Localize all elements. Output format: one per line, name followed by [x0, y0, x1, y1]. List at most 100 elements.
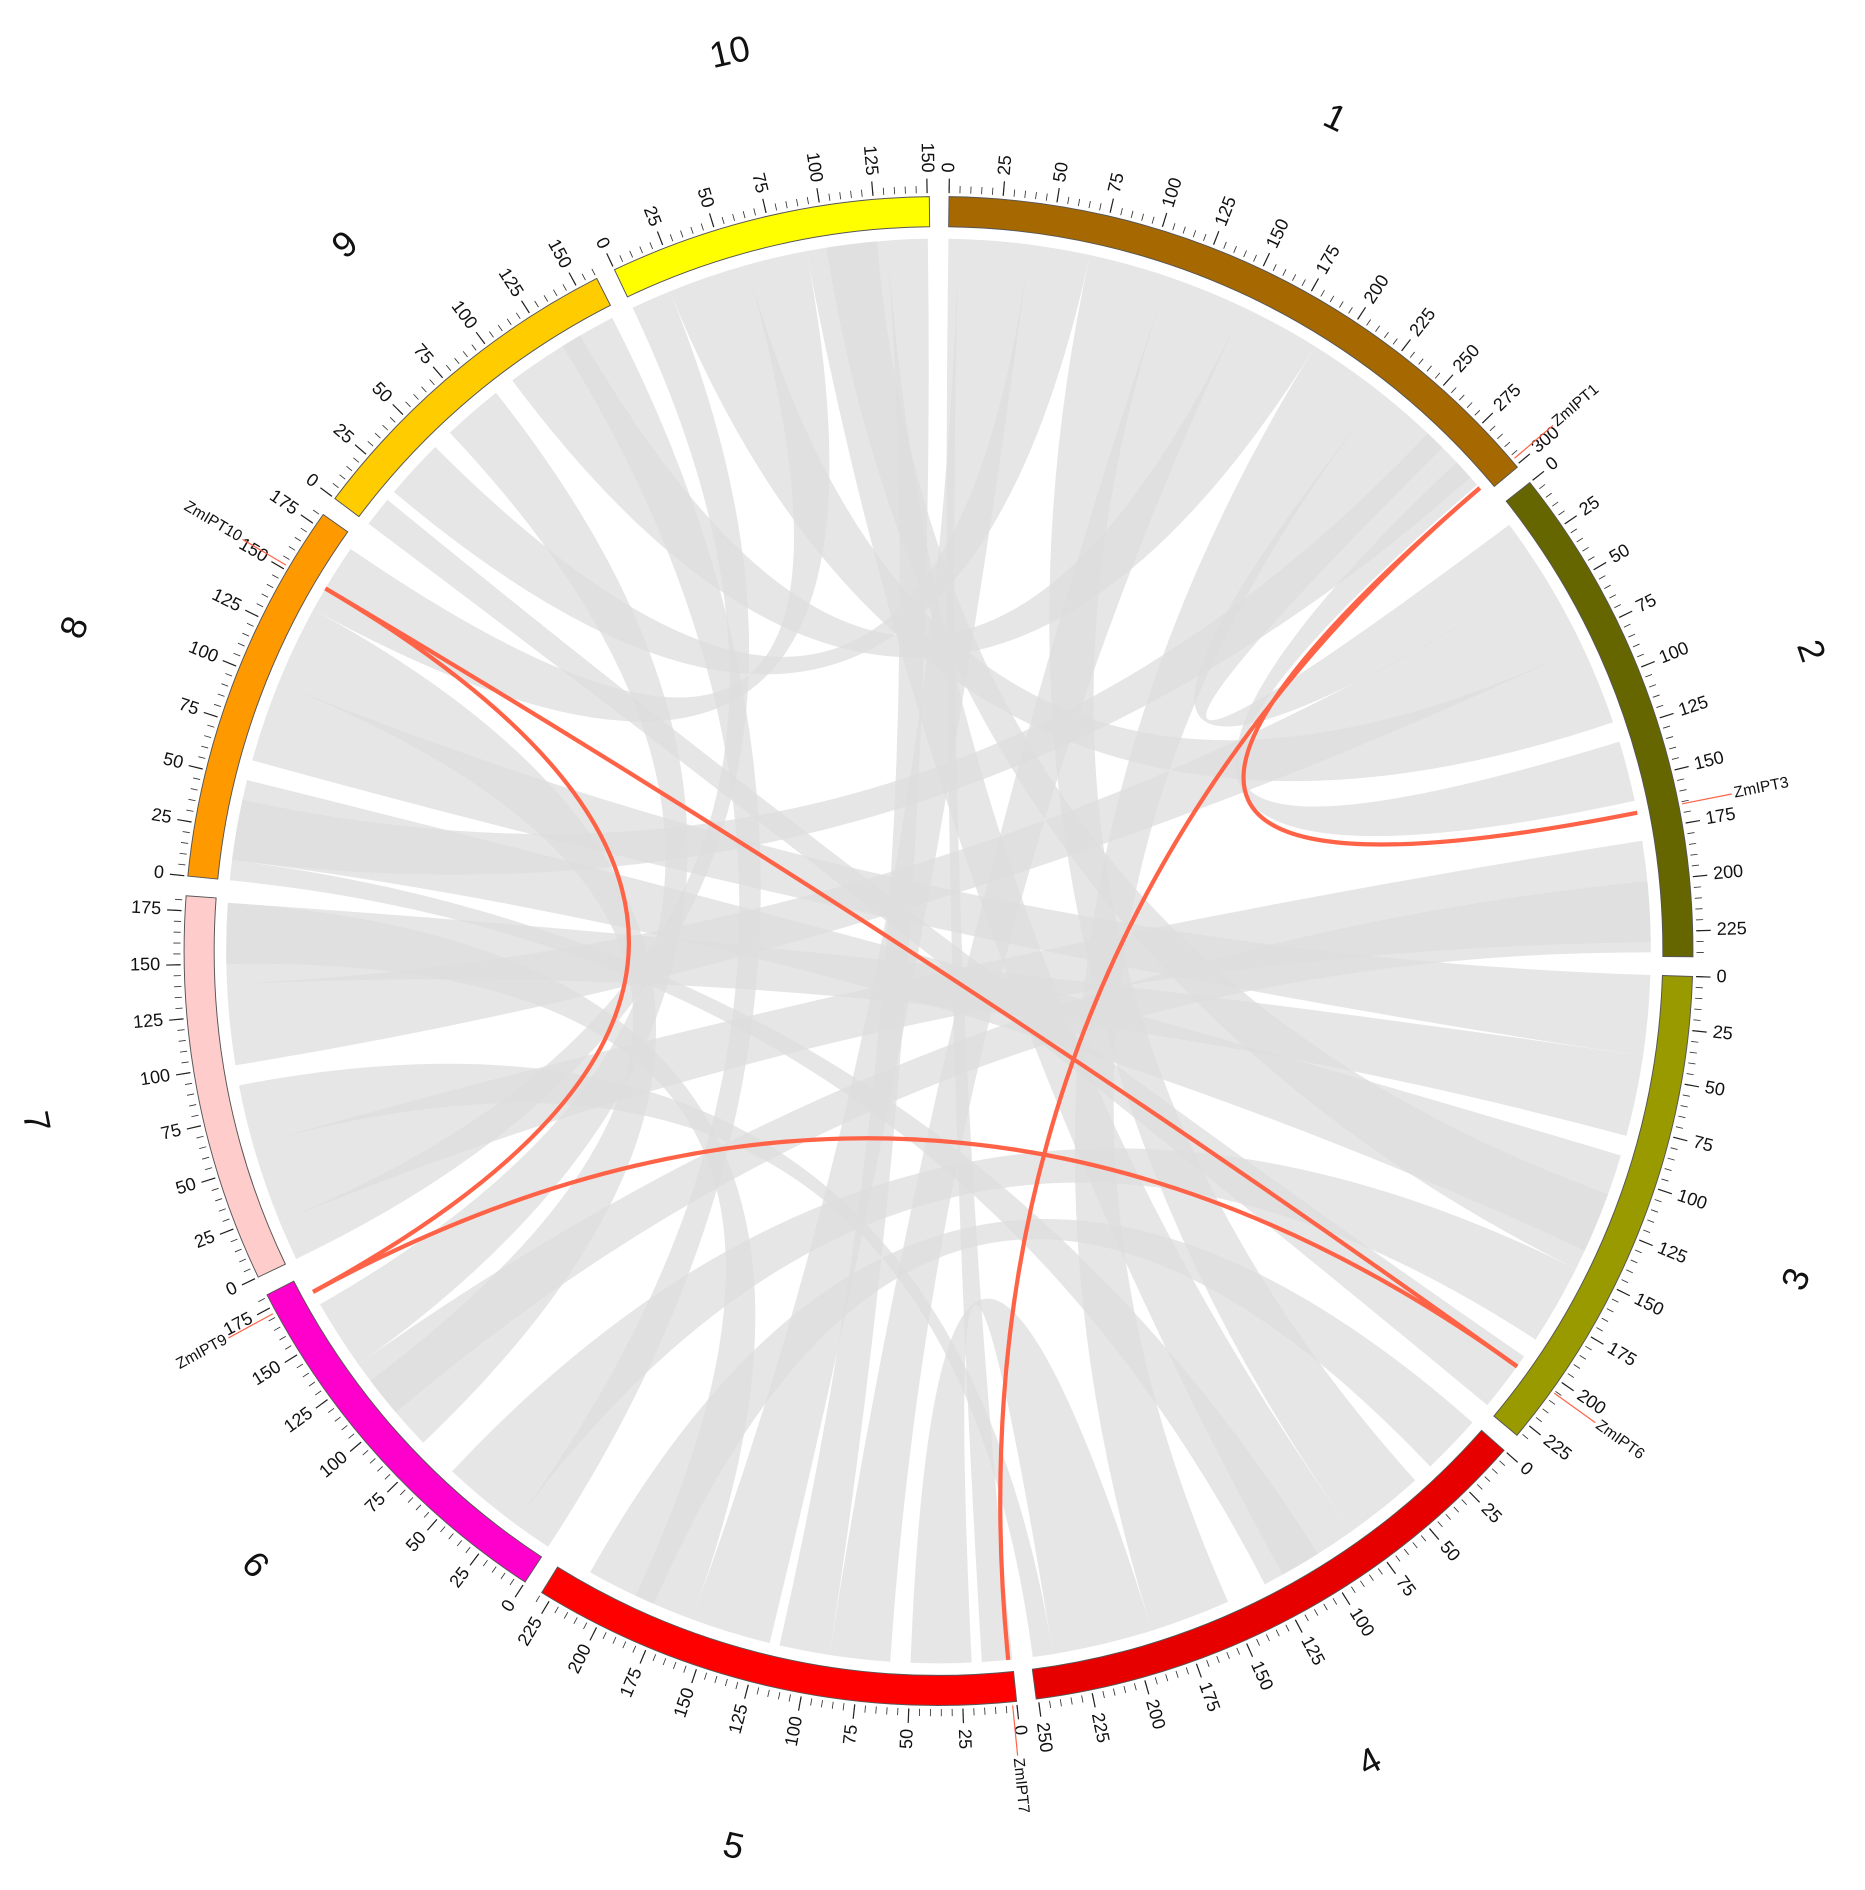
minor-tick: [652, 1654, 657, 1662]
minor-tick: [488, 331, 494, 338]
chromosome-label: 3: [1773, 1262, 1818, 1295]
minor-tick: [1005, 1705, 1008, 1714]
tick-label: 100: [1346, 1604, 1379, 1640]
minor-tick: [362, 1450, 369, 1456]
minor-tick: [1236, 1647, 1240, 1655]
synteny-ribbon: [514, 317, 761, 1547]
gene-label: ZmIPT9: [173, 1331, 230, 1373]
minor-tick: [1476, 1484, 1483, 1490]
minor-tick: [225, 673, 233, 677]
major-tick: [271, 561, 285, 570]
minor-tick: [1445, 1513, 1451, 1520]
minor-tick: [196, 1135, 204, 1139]
minor-tick: [341, 1425, 348, 1431]
minor-tick: [465, 1546, 471, 1554]
synteny-ribbon: [1194, 393, 1544, 727]
minor-tick: [1329, 295, 1335, 303]
minor-tick: [991, 187, 994, 195]
major-tick: [1685, 819, 1700, 824]
minor-tick: [1348, 307, 1353, 314]
minor-tick: [308, 1381, 316, 1387]
tick-label: 125: [860, 144, 883, 176]
minor-tick: [1418, 358, 1424, 365]
tick-label: 125: [1655, 1237, 1690, 1267]
tick-label: 75: [176, 694, 201, 719]
minor-tick: [202, 1156, 210, 1160]
minor-tick: [649, 242, 653, 250]
tick-label: 125: [725, 1702, 752, 1736]
tick-label: 150: [670, 1685, 699, 1720]
minor-tick: [534, 300, 539, 308]
minor-tick: [1182, 226, 1186, 234]
chromosome-label: 5: [719, 1823, 748, 1867]
minor-tick: [279, 1335, 286, 1341]
tick-label: 100: [139, 1065, 172, 1090]
chromosome-ideogram: [183, 895, 286, 1278]
minor-tick: [1675, 1126, 1684, 1129]
minor-tick: [243, 1268, 251, 1273]
minor-tick: [1285, 1624, 1290, 1632]
minor-tick: [875, 1706, 877, 1714]
major-tick: [1002, 181, 1006, 196]
minor-tick: [177, 1029, 185, 1031]
minor-tick: [413, 393, 419, 400]
minor-tick: [456, 1540, 463, 1547]
minor-tick: [389, 416, 396, 423]
minor-tick: [268, 1317, 276, 1322]
minor-tick: [302, 1372, 310, 1378]
minor-tick: [1484, 1476, 1491, 1482]
minor-tick: [178, 1040, 186, 1042]
tick-label: 25: [1575, 492, 1603, 520]
minor-tick: [583, 1622, 588, 1630]
minor-tick: [1049, 1700, 1052, 1709]
chromosome-ideogram: [334, 277, 612, 518]
tick-label: 100: [186, 637, 221, 667]
tick-label: 50: [173, 1173, 198, 1198]
minor-tick: [622, 1641, 627, 1649]
minor-tick: [382, 424, 389, 431]
minor-tick: [1647, 1219, 1655, 1223]
tick-label: 100: [1675, 1185, 1710, 1213]
tick-label: 225: [1540, 1430, 1576, 1464]
minor-tick: [1535, 1417, 1543, 1423]
chromosome-label: 8: [51, 611, 96, 644]
minor-tick: [1497, 433, 1503, 440]
minor-tick: [1437, 1521, 1443, 1528]
synteny-ribbon: [1074, 346, 1382, 1631]
minor-tick: [1332, 1598, 1338, 1605]
gene-marker: [228, 1313, 274, 1339]
major-tick: [797, 1696, 802, 1711]
major-tick: [175, 1072, 191, 1076]
major-tick: [762, 198, 767, 213]
minor-tick: [178, 863, 186, 866]
major-tick: [1091, 1693, 1096, 1708]
minor-tick: [788, 1694, 791, 1702]
synteny-ribbon: [590, 1219, 1473, 1605]
minor-tick: [509, 1578, 515, 1586]
minor-tick: [1339, 301, 1344, 308]
minor-tick: [1081, 1695, 1084, 1703]
minor-tick: [1067, 196, 1070, 205]
minor-tick: [1282, 269, 1287, 276]
minor-tick: [1499, 1460, 1506, 1466]
minor-tick: [1013, 189, 1016, 197]
tick-label: 150: [918, 142, 938, 172]
tick-label: 25: [640, 203, 666, 229]
minor-tick: [1275, 1629, 1280, 1637]
minor-tick: [1504, 441, 1511, 448]
major-tick: [1590, 1336, 1604, 1345]
minor-tick: [1192, 230, 1197, 238]
major-tick: [1195, 1663, 1202, 1678]
major-tick: [169, 1018, 184, 1021]
tick-label: 175: [616, 1665, 646, 1700]
minor-tick: [175, 1007, 183, 1010]
tick-label: 200: [1574, 1385, 1610, 1419]
minor-tick: [1596, 1327, 1603, 1332]
minor-tick: [180, 841, 189, 844]
minor-tick: [1511, 449, 1518, 456]
synteny-ribbon: [452, 1148, 1576, 1524]
major-tick: [589, 1627, 598, 1641]
minor-tick: [215, 1198, 223, 1202]
minor-tick: [421, 386, 427, 393]
minor-tick: [445, 364, 452, 371]
